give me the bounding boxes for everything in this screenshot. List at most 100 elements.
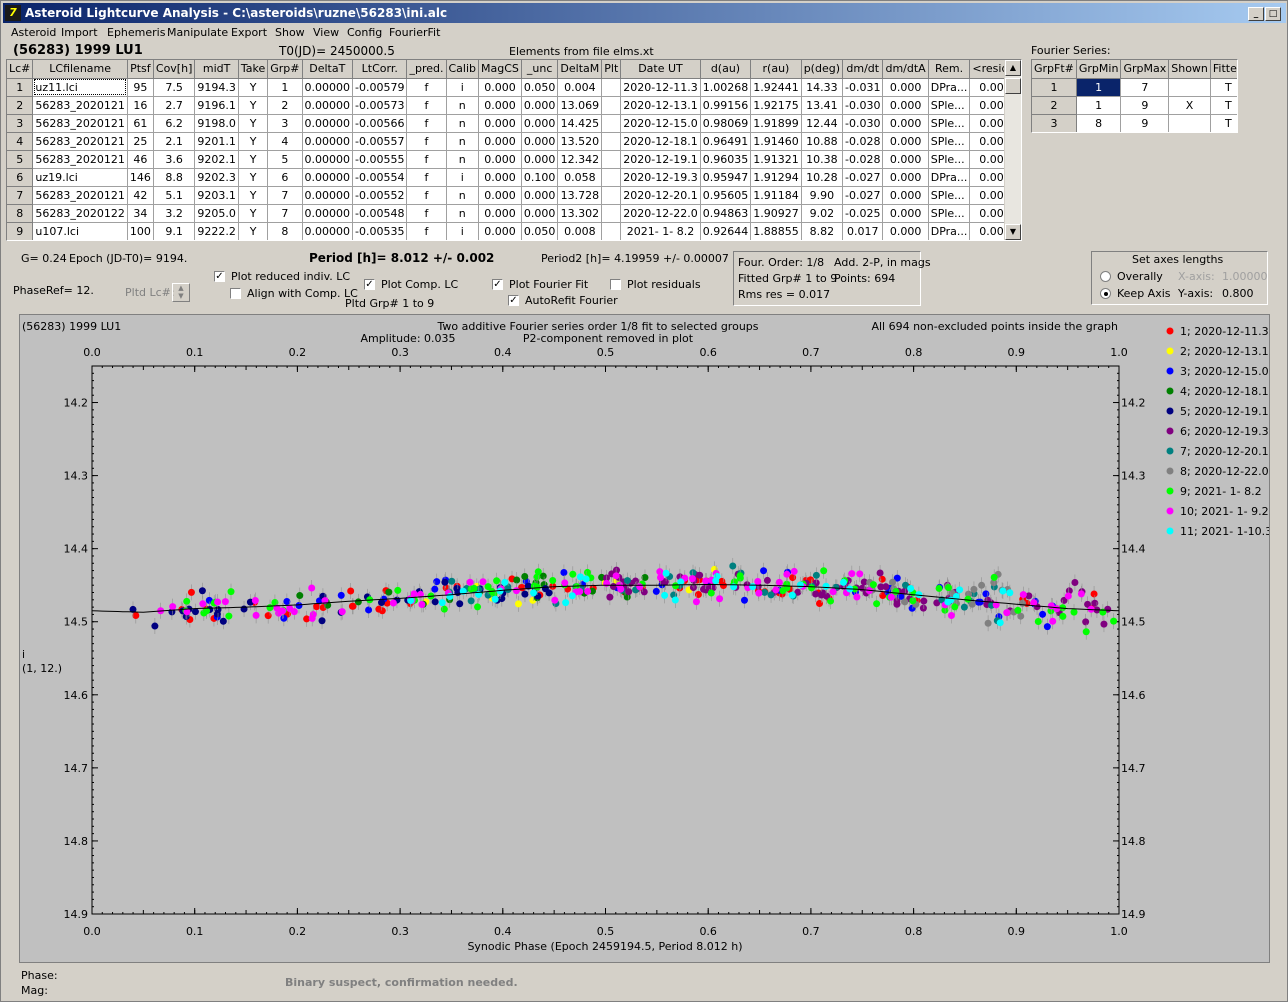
table-cell[interactable]: 0.00000 xyxy=(302,78,354,97)
lc-col-header[interactable]: DeltaT xyxy=(302,60,354,79)
table-cell[interactable]: 95 xyxy=(127,78,154,97)
table-cell[interactable]: Y xyxy=(238,96,269,115)
table-cell[interactable]: 0.00000 xyxy=(302,168,354,187)
table-cell[interactable]: 0.050 xyxy=(521,78,559,97)
lc-col-header[interactable]: DeltaM xyxy=(557,60,603,79)
table-cell[interactable]: 5.1 xyxy=(153,186,196,205)
table-cell[interactable]: n xyxy=(446,186,480,205)
table-cell[interactable]: 2 xyxy=(7,96,34,115)
table-cell[interactable]: SPle... xyxy=(928,150,971,169)
table-cell[interactable]: 9 xyxy=(1120,114,1170,132)
table-cell[interactable]: 2020-12-20.1 xyxy=(620,186,701,205)
table-cell[interactable]: 0.96035 xyxy=(700,150,752,169)
table-cell[interactable]: 3.6 xyxy=(153,150,196,169)
table-row[interactable]: 4 56283_2020121 25 2.1 9201.1 Y 4 0.00000 -0.005… xyxy=(7,132,1021,151)
fourier-col-header[interactable]: Fitted xyxy=(1210,60,1237,79)
table-cell[interactable]: 3 xyxy=(7,114,34,133)
table-cell[interactable]: 0.00000 xyxy=(302,96,354,115)
table-cell[interactable]: 0.000 xyxy=(521,132,559,151)
maximize-button[interactable]: □ xyxy=(1265,7,1281,21)
table-cell[interactable]: -0.00554 xyxy=(352,168,408,187)
table-cell[interactable]: 8 xyxy=(7,204,34,223)
table-row[interactable]: 1 uz11.lci 95 7.5 9194.3 Y 1 0.00000 -0.00579 f i 0… xyxy=(7,78,1021,97)
table-cell[interactable]: f xyxy=(406,78,447,97)
app-icon[interactable]: 7 xyxy=(5,5,21,21)
table-cell[interactable]: 9203.1 xyxy=(194,186,239,205)
table-cell[interactable]: 1.88855 xyxy=(750,222,802,240)
table-cell[interactable]: f xyxy=(406,204,447,223)
table-cell[interactable]: Y xyxy=(238,78,269,97)
table-cell[interactable]: 9201.1 xyxy=(194,132,239,151)
scroll-down-icon[interactable]: ▼ xyxy=(1005,224,1021,240)
table-row[interactable]: 2 56283_2020121 16 2.7 9196.1 Y 2 0.00000 -0.005… xyxy=(7,96,1021,115)
table-cell[interactable]: 42 xyxy=(127,186,154,205)
table-cell[interactable] xyxy=(601,186,622,205)
minimize-button[interactable]: _ xyxy=(1248,7,1264,21)
table-cell[interactable]: 10.28 xyxy=(801,168,844,187)
table-cell[interactable]: -0.00548 xyxy=(352,204,408,223)
table-cell[interactable]: 2020-12-19.3 xyxy=(620,168,701,187)
lc-col-header[interactable]: Calib xyxy=(446,60,480,79)
lc-col-header[interactable]: midT xyxy=(194,60,239,79)
table-cell[interactable]: n xyxy=(446,150,480,169)
table-cell[interactable]: 2.1 xyxy=(153,132,196,151)
table-cell[interactable]: 46 xyxy=(127,150,154,169)
table-cell[interactable]: 3 xyxy=(1032,114,1077,132)
table-cell[interactable]: 9.1 xyxy=(153,222,196,240)
table-cell[interactable]: SPle... xyxy=(928,96,971,115)
menu-fourierfit[interactable]: FourierFit xyxy=(389,26,441,39)
table-cell[interactable]: DPra... xyxy=(928,222,971,240)
table-cell[interactable] xyxy=(1168,78,1211,97)
table-cell[interactable]: 9198.0 xyxy=(194,114,239,133)
lc-col-header[interactable]: Lc# xyxy=(7,60,34,79)
table-cell[interactable]: 2020-12-15.0 xyxy=(620,114,701,133)
table-cell[interactable]: 14.33 xyxy=(801,78,844,97)
table-cell[interactable]: 0.000 xyxy=(882,168,929,187)
table-cell[interactable]: SPle... xyxy=(928,132,971,151)
table-cell[interactable]: T xyxy=(1210,78,1237,97)
table-cell[interactable]: Y xyxy=(238,168,269,187)
table-cell[interactable]: 146 xyxy=(127,168,154,187)
table-cell[interactable]: 1.91460 xyxy=(750,132,802,151)
table-cell[interactable]: 12.342 xyxy=(557,150,603,169)
menu-ephemeris[interactable]: Ephemeris xyxy=(107,26,166,39)
table-cell[interactable]: DPra... xyxy=(928,78,971,97)
table-cell[interactable]: 2020-12-19.1 xyxy=(620,150,701,169)
table-cell[interactable]: 9 xyxy=(1120,96,1170,115)
table-cell[interactable]: 5 xyxy=(267,150,303,169)
table-cell[interactable]: 0.00000 xyxy=(302,150,354,169)
plot-comp-checkbox[interactable]: ✓ xyxy=(364,279,375,290)
table-cell[interactable]: -0.00573 xyxy=(352,96,408,115)
table-cell[interactable]: 12.44 xyxy=(801,114,844,133)
table-cell[interactable]: -0.031 xyxy=(842,78,884,97)
table-cell[interactable]: -0.00555 xyxy=(352,150,408,169)
table-cell[interactable]: 6 xyxy=(267,168,303,187)
table-cell[interactable]: n xyxy=(446,114,480,133)
table-cell[interactable]: 3.2 xyxy=(153,204,196,223)
lc-col-header[interactable]: r(au) xyxy=(750,60,802,79)
table-cell[interactable]: i xyxy=(446,78,480,97)
table-cell[interactable]: -0.030 xyxy=(842,114,884,133)
autorefit-checkbox[interactable]: ✓ xyxy=(508,295,519,306)
table-cell[interactable]: f xyxy=(406,168,447,187)
yaxis-value[interactable]: 0.800 xyxy=(1222,287,1254,300)
menu-import[interactable]: Import xyxy=(61,26,98,39)
table-cell[interactable]: -0.00535 xyxy=(352,222,408,240)
overally-radio[interactable] xyxy=(1100,271,1111,282)
table-cell[interactable]: 100 xyxy=(127,222,154,240)
table-cell[interactable] xyxy=(601,222,622,240)
table-cell[interactable]: 9202.3 xyxy=(194,168,239,187)
table-cell[interactable]: -0.030 xyxy=(842,96,884,115)
table-cell[interactable]: 4 xyxy=(7,132,34,151)
table-cell[interactable]: i xyxy=(446,168,480,187)
fourier-col-header[interactable]: GrpMin xyxy=(1076,60,1122,79)
table-cell[interactable]: Y xyxy=(238,132,269,151)
table-cell[interactable]: 8 xyxy=(1076,114,1122,132)
lc-col-header[interactable]: _pred. xyxy=(406,60,447,79)
pltd-lc-spinner[interactable]: ▲ ▼ xyxy=(172,283,190,302)
table-cell[interactable]: -0.00552 xyxy=(352,186,408,205)
table-cell[interactable]: 0.050 xyxy=(521,222,559,240)
table-cell[interactable]: Y xyxy=(238,150,269,169)
table-cell[interactable]: 0.100 xyxy=(521,168,559,187)
